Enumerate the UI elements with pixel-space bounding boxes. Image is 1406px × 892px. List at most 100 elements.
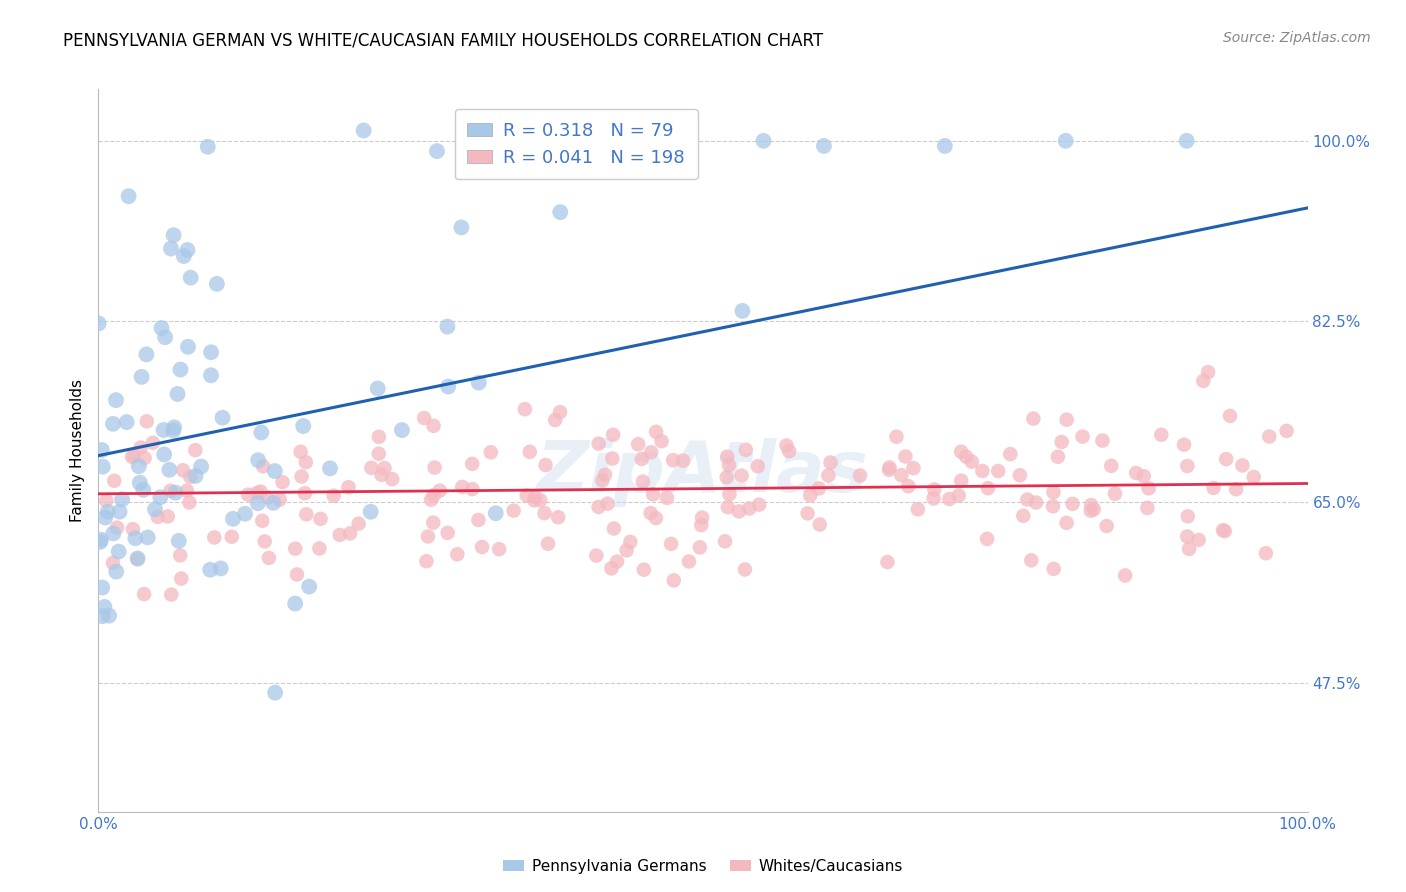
Point xyxy=(89,535,111,549)
Point xyxy=(1000,447,1022,461)
Point xyxy=(416,529,439,543)
Point xyxy=(655,491,678,505)
Point xyxy=(1175,458,1198,473)
Point xyxy=(1137,481,1160,495)
Point xyxy=(960,455,983,469)
Point xyxy=(1275,424,1298,438)
Point xyxy=(200,345,222,359)
Point xyxy=(1219,409,1241,423)
Point xyxy=(169,549,191,563)
Point xyxy=(641,487,664,501)
Point xyxy=(922,491,945,506)
Point xyxy=(292,419,315,434)
Point xyxy=(209,561,232,575)
Point xyxy=(373,461,395,475)
Point xyxy=(152,423,174,437)
Point xyxy=(807,482,830,496)
Point xyxy=(534,458,557,472)
Point xyxy=(640,506,662,520)
Point xyxy=(1022,411,1045,425)
Point xyxy=(796,507,818,521)
Point xyxy=(108,505,131,519)
Point xyxy=(1215,452,1237,467)
Point xyxy=(437,379,460,393)
Point xyxy=(471,540,494,554)
Point xyxy=(429,483,451,498)
Point xyxy=(588,436,610,450)
Point xyxy=(298,580,321,594)
Point xyxy=(91,459,114,474)
Point xyxy=(1095,519,1118,533)
Point xyxy=(360,460,382,475)
Point xyxy=(162,228,184,243)
Point xyxy=(263,464,285,478)
Point xyxy=(537,537,560,551)
Point xyxy=(96,493,118,508)
Point xyxy=(391,423,413,437)
Point xyxy=(600,561,623,575)
Point xyxy=(135,414,157,428)
Point xyxy=(817,468,839,483)
Point xyxy=(451,480,474,494)
Point xyxy=(1071,429,1094,443)
Point xyxy=(98,608,121,623)
Point xyxy=(547,510,569,524)
Point xyxy=(976,532,998,546)
Point xyxy=(94,510,117,524)
Point xyxy=(603,521,626,535)
Point xyxy=(879,460,901,475)
Point xyxy=(1021,553,1043,567)
Point xyxy=(662,574,685,588)
Point xyxy=(167,533,190,548)
Point xyxy=(271,475,294,489)
Point xyxy=(450,220,472,235)
Point xyxy=(202,530,225,544)
Point xyxy=(253,534,276,549)
Point xyxy=(91,609,114,624)
Point xyxy=(157,463,180,477)
Point xyxy=(485,506,508,520)
Point xyxy=(1042,500,1064,514)
Point xyxy=(236,488,259,502)
Point xyxy=(329,528,352,542)
Point xyxy=(1133,469,1156,483)
Point xyxy=(413,411,436,425)
Point xyxy=(596,497,619,511)
Point xyxy=(184,469,207,483)
Point xyxy=(820,456,842,470)
Point xyxy=(101,417,124,431)
Point xyxy=(461,457,484,471)
Point xyxy=(163,420,186,434)
Point xyxy=(436,525,458,540)
Point xyxy=(1056,516,1078,530)
Point xyxy=(309,512,332,526)
Point xyxy=(588,500,610,514)
Point xyxy=(115,415,138,429)
Point xyxy=(142,435,165,450)
Point xyxy=(662,453,685,467)
Point xyxy=(367,430,389,444)
Point xyxy=(1050,434,1073,449)
Point xyxy=(627,437,650,451)
Point xyxy=(284,541,307,556)
Point xyxy=(308,541,330,556)
Point xyxy=(1125,466,1147,480)
Point xyxy=(367,447,389,461)
Point xyxy=(91,581,114,595)
Point xyxy=(197,140,219,154)
Point xyxy=(160,588,183,602)
Point xyxy=(1008,468,1031,483)
Point xyxy=(322,489,344,503)
Point xyxy=(360,505,382,519)
Point xyxy=(290,445,312,459)
Point xyxy=(1083,502,1105,516)
Point xyxy=(423,488,446,502)
Text: PENNSYLVANIA GERMAN VS WHITE/CAUCASIAN FAMILY HOUSEHOLDS CORRELATION CHART: PENNSYLVANIA GERMAN VS WHITE/CAUCASIAN F… xyxy=(63,31,824,49)
Point xyxy=(105,565,128,579)
Point xyxy=(730,468,752,483)
Point xyxy=(468,376,491,390)
Point xyxy=(1175,134,1198,148)
Point xyxy=(585,549,607,563)
Point xyxy=(890,468,912,483)
Point xyxy=(211,410,233,425)
